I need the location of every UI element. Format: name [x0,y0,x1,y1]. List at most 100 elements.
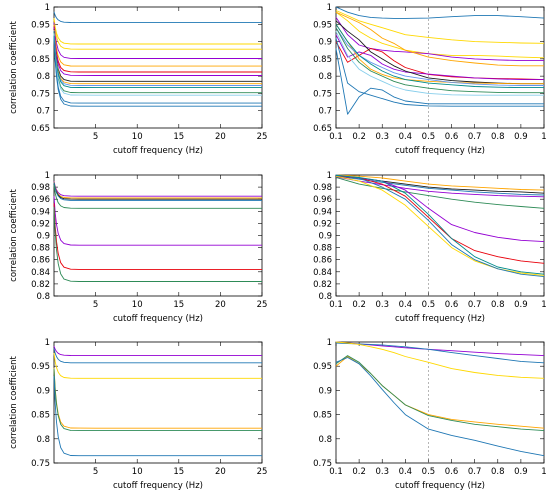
series-line-6 [53,196,262,246]
x-tick-label: 5 [93,467,98,477]
x-tick-label: 25 [257,467,268,477]
series-line-5 [335,11,544,67]
chart-panel-row2-left: 0.80.820.840.860.880.90.920.940.960.9815… [9,171,267,324]
x-tick-label: 20 [215,467,226,477]
series-line-4 [53,182,262,201]
series-line-7 [53,203,262,270]
x-tick-label: 0.1 [329,300,343,310]
x-tick-label: 0.9 [514,467,528,477]
x-tick-label: 0.3 [375,467,389,477]
x-tick-label: 10 [132,132,143,142]
x-tick-label: 0.2 [352,467,366,477]
series-line-3 [53,352,262,379]
y-tick-label: 0.8 [36,435,50,445]
plot-frame [53,174,263,297]
series-line-4 [53,22,262,59]
y-axis-label: correlation coefficient [9,189,19,282]
x-tick-label: 0.9 [514,300,528,310]
x-tick-label: 0.2 [352,300,366,310]
y-tick-label: 0.95 [313,362,332,372]
series-line-2 [335,10,545,44]
y-tick-label: 0.95 [31,362,50,372]
chart-panel-row2-right: 0.8 0.82 0.84 0.86 0.88 0.9 0.92 0.94 0.96 0.98 1 0… [313,171,547,324]
x-tick-label: 0.7 [468,467,482,477]
series-line-6 [335,357,545,457]
series-line-5 [53,24,262,67]
series-line-3 [53,182,262,200]
y-tick-label: 0.75 [313,89,332,99]
y-tick-label: 0.92 [31,219,50,229]
y-tick-label: 0.85 [313,411,332,421]
series-line-5 [335,176,545,209]
chart-panel-row3-right: 0.75 0.8 0.85 0.9 0.95 1 0.1 0.2 0.3 0.4 0.5 0.6 0.7… [313,338,547,491]
x-tick-label: 0.1 [329,467,343,477]
series-line-4 [335,17,544,62]
y-tick-label: 0.9 [318,386,332,396]
series-line-4 [335,356,545,429]
plot-frame [335,174,545,297]
x-tick-label: 0.8 [491,467,505,477]
y-tick-label: 0.88 [313,244,332,254]
y-tick-label: 0.96 [31,195,50,205]
plot-frame [335,341,545,464]
series-line-7 [335,34,544,81]
y-tick-label: 0.8 [318,72,332,82]
x-tick-label: 0.4 [399,300,413,310]
series-line-12 [335,27,544,94]
y-tick-label: 0.9 [318,38,332,48]
series-line-10 [53,30,262,86]
y-tick-label: 0.7 [36,107,50,117]
y-tick-label: 1 [45,3,50,13]
y-tick-label: 0.98 [31,183,50,193]
series-line-5 [53,368,262,432]
series-line-13 [335,31,544,96]
x-tick-label: 0.6 [445,467,459,477]
x-tick-label: 0.2 [352,132,366,142]
y-tick-label: 0.85 [313,55,332,65]
plot-frame [53,6,263,129]
series-line-5 [335,355,545,432]
y-tick-label: 0.75 [313,459,332,469]
y-tick-label: 0.95 [313,20,332,30]
y-tick-label: 0.8 [318,292,332,302]
series-line-1 [335,174,545,191]
x-tick-label: 1 [541,132,546,142]
y-tick-label: 0.75 [31,459,50,469]
x-tick-label: 20 [215,132,226,142]
series-line-1 [53,181,262,197]
y-tick-label: 0.8 [36,72,50,82]
x-tick-label: 0.4 [399,467,413,477]
y-tick-label: 0.75 [31,89,50,99]
x-tick-label: 0.3 [375,300,389,310]
series-line-8 [53,206,262,282]
x-tick-label: 1 [541,467,546,477]
series-line-3 [53,19,262,50]
chart-panel-row1-right: 0.65 0.7 0.75 0.8 0.85 0.9 0.95 1 0.1 0.2 0.3 0.4 0.… [313,3,547,156]
plot-frame [53,341,263,464]
series-line-14 [335,48,544,115]
y-tick-label: 0.7 [318,107,332,117]
y-tick-label: 0.85 [31,411,50,421]
x-tick-label: 20 [215,300,226,310]
series-line-1 [53,345,262,357]
y-tick-label: 0.65 [313,124,332,134]
y-tick-label: 0.84 [313,268,332,278]
y-tick-label: 0.88 [31,244,50,254]
series-line-7 [335,175,545,264]
y-tick-label: 0.92 [313,219,332,229]
x-axis-label: cutoff frequency (Hz) [113,314,203,324]
x-tick-label: 0.6 [445,300,459,310]
series-line-10 [335,175,545,275]
x-axis-label: cutoff frequency (Hz) [113,146,203,156]
series-line-9 [335,174,545,278]
series-line-15 [53,36,262,107]
x-tick-label: 0.4 [399,132,413,142]
x-axis-label: cutoff frequency (Hz) [395,314,485,324]
x-tick-label: 0.7 [468,132,482,142]
x-tick-label: 0.6 [445,132,459,142]
x-tick-label: 0.9 [514,132,528,142]
y-tick-label: 1 [45,171,50,181]
